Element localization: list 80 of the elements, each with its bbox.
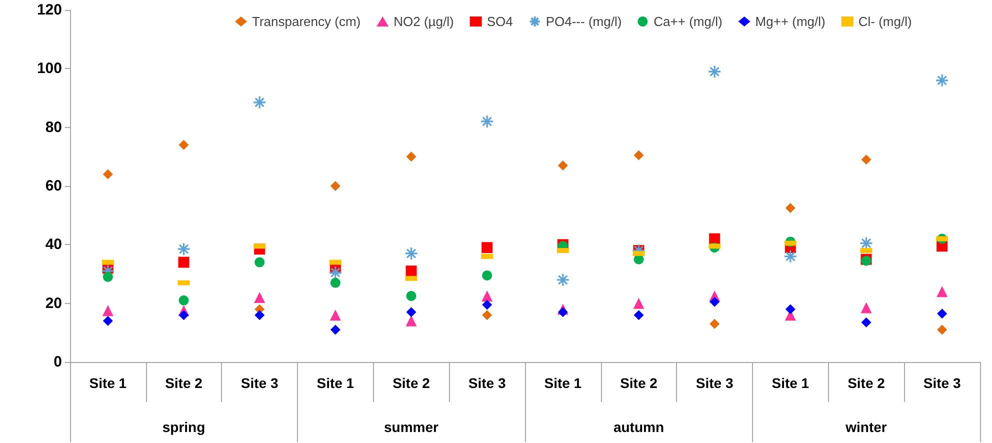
point bbox=[785, 203, 796, 213]
point bbox=[935, 74, 949, 88]
point bbox=[860, 302, 872, 314]
point bbox=[482, 310, 492, 320]
point bbox=[936, 286, 948, 298]
point bbox=[482, 300, 492, 310]
x-tick-label: Site 1 bbox=[544, 375, 582, 391]
point bbox=[330, 324, 340, 335]
point bbox=[176, 242, 191, 256]
point bbox=[330, 278, 340, 288]
text: autumn bbox=[613, 419, 664, 435]
point bbox=[178, 310, 189, 320]
text: winter bbox=[844, 419, 888, 435]
x-tick-label: Site 1 bbox=[316, 375, 354, 391]
x-tick-label: Site 2 bbox=[848, 375, 886, 391]
x-tick-label: Site 3 bbox=[240, 375, 278, 391]
x-tick-label: Site 1 bbox=[89, 375, 127, 391]
y-tick-label: 120 bbox=[36, 2, 62, 18]
point bbox=[861, 317, 872, 328]
point bbox=[937, 308, 948, 319]
y-tick-label: 100 bbox=[36, 60, 62, 78]
x-tick-label: Site 3 bbox=[696, 375, 734, 391]
point bbox=[252, 96, 266, 110]
text: summer bbox=[384, 419, 440, 435]
legend-label: Cl- (mg/l) bbox=[858, 14, 912, 29]
point bbox=[708, 64, 722, 78]
x-tick-label: Site 3 bbox=[468, 375, 506, 391]
legend-label: Mg++ (mg/l) bbox=[755, 14, 826, 29]
point bbox=[482, 242, 493, 254]
point bbox=[784, 250, 798, 264]
point bbox=[859, 236, 874, 250]
point bbox=[102, 305, 114, 316]
x-tick-label: Site 2 bbox=[165, 375, 203, 391]
x-tick-label: Site 1 bbox=[772, 375, 810, 391]
point bbox=[558, 307, 568, 318]
point bbox=[102, 316, 113, 326]
point bbox=[178, 140, 189, 150]
point bbox=[404, 246, 418, 260]
point bbox=[710, 296, 720, 307]
point bbox=[633, 298, 644, 309]
point bbox=[406, 152, 416, 162]
point bbox=[482, 270, 492, 280]
point bbox=[102, 169, 113, 180]
point bbox=[406, 291, 416, 301]
point bbox=[785, 304, 796, 314]
point bbox=[102, 272, 113, 282]
x-tick-label: Site 2 bbox=[620, 375, 658, 391]
legend-label: SO4 bbox=[486, 14, 513, 29]
point bbox=[328, 266, 342, 280]
x-tick-label: Site 2 bbox=[392, 375, 430, 391]
point bbox=[406, 315, 417, 326]
point bbox=[254, 292, 266, 303]
point bbox=[330, 181, 340, 191]
legend-label: Transparency (cm) bbox=[252, 14, 361, 29]
point bbox=[710, 318, 720, 329]
point bbox=[178, 295, 189, 306]
point bbox=[480, 114, 494, 128]
y-tick-label: 0 bbox=[54, 354, 62, 370]
point bbox=[556, 273, 570, 287]
point bbox=[634, 150, 644, 160]
point bbox=[558, 160, 568, 170]
point bbox=[482, 290, 493, 302]
point bbox=[178, 256, 190, 268]
legend-label: NO2 (µg/l) bbox=[394, 14, 454, 29]
point bbox=[406, 266, 417, 277]
legend-label: PO4--- (mg/l) bbox=[546, 14, 622, 29]
point bbox=[406, 307, 416, 318]
y-tick-label: 60 bbox=[45, 178, 62, 194]
point bbox=[937, 324, 948, 335]
y-tick-label: 40 bbox=[45, 236, 62, 254]
point bbox=[861, 154, 872, 165]
point bbox=[254, 310, 265, 320]
point bbox=[634, 310, 644, 320]
x-tick-label: Site 3 bbox=[923, 375, 961, 391]
point bbox=[254, 257, 265, 268]
text: spring bbox=[162, 419, 206, 435]
y-tick-label: 20 bbox=[45, 294, 62, 312]
point bbox=[330, 310, 341, 321]
legend-label: Ca++ (mg/l) bbox=[654, 14, 722, 29]
y-tick-label: 80 bbox=[45, 118, 62, 136]
